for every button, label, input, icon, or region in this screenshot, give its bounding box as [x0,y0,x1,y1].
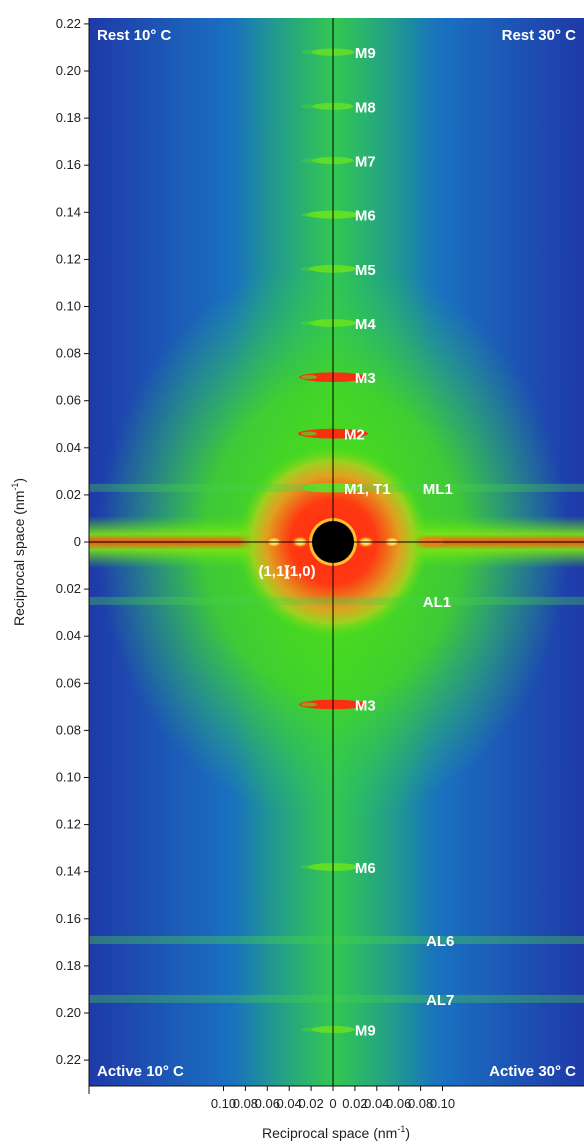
reflection-mark [301,104,317,109]
equatorial-reflection-label: (1,0) [285,563,316,580]
detector-image [89,18,584,1086]
y-tick-label: 0.02 [56,581,81,596]
y-tick-label: 0.04 [56,628,81,643]
layer-line-mark [89,994,584,1003]
layer-line-mark [89,596,584,605]
reflection-label: M1, T1 [344,481,391,498]
x-tick-label: 0.06 [255,1096,280,1111]
reflection-label: M3 [355,370,376,387]
reflection-mark [301,50,317,55]
y-tick-label: 0.06 [56,675,81,690]
reflection-mark [301,212,317,217]
x-tick-label: 0.08 [408,1096,433,1111]
x-axis-title: Reciprocal space (nm-1) [262,1124,410,1141]
quadrant-label-rest-10: Rest 10° C [97,27,172,44]
y-tick-label: 0.18 [56,958,81,973]
reflection-label: AL7 [426,992,454,1009]
reflection-label: M9 [355,1022,376,1039]
reflection-mark [301,158,317,163]
x-tick-label: 0.02 [342,1096,367,1111]
y-tick-label: 0.20 [56,63,81,78]
y-tick-label: 0.10 [56,299,81,314]
y-tick-label: 0.22 [56,1052,81,1067]
reflection-mark [301,1027,317,1032]
y-axis-title: Reciprocal space (nm-1) [10,478,27,626]
reflection-mark [301,375,317,380]
reflection-mark [301,702,317,707]
y-tick-label: 0.20 [56,1005,81,1020]
y-tick-label: 0 [74,534,81,549]
reflection-label: AL1 [423,594,451,611]
reflection-label: M3 [355,697,376,714]
quadrant-label-rest-30: Rest 30° C [502,27,577,44]
y-tick-label: 0.16 [56,157,81,172]
reflection-label: AL6 [426,933,454,950]
y-tick-label: 0.12 [56,251,81,266]
reflection-label: M5 [355,262,376,279]
x-tick-label: 0.04 [277,1096,302,1111]
y-tick-label: 0.08 [56,722,81,737]
reflection-label: M7 [355,153,376,170]
y-tick-label: 0.10 [56,770,81,785]
equatorial-reflection-label: (1,1) [258,563,289,580]
reflection-mark [301,864,317,869]
x-tick-label: 0 [329,1096,336,1111]
y-tick-label: 0.04 [56,440,81,455]
x-tick-label: 0.10 [430,1096,455,1111]
annotation-labels: Rest 10° C Rest 30° C Active 10° C Active 3… [97,27,576,1080]
x-tick-label: 0.04 [364,1096,389,1111]
reflection-label: M8 [355,99,376,116]
y-tick-label: 0.12 [56,817,81,832]
reflection-mark [301,266,317,271]
axes: 0.220.200.180.160.140.120.100.080.060.04… [56,16,584,1111]
y-tick-label: 0.16 [56,911,81,926]
x-tick-label: 0.10 [211,1096,236,1111]
quadrant-label-active-30: Active 30° C [489,1063,576,1080]
y-tick-label: 0.08 [56,346,81,361]
reflection-label: M6 [355,860,376,877]
y-tick-label: 0.14 [56,864,81,879]
x-tick-label: 0.06 [386,1096,411,1111]
y-tick-label: 0.06 [56,393,81,408]
reflection-label: M6 [355,208,376,225]
x-tick-label: 0.02 [298,1096,323,1111]
layer-line-mark [89,935,584,944]
y-tick-label: 0.14 [56,204,81,219]
x-tick-label: 0.08 [233,1096,258,1111]
layer-line-mark [89,483,584,492]
reflection-label: M4 [355,316,376,333]
reflection-label: M2 [344,427,365,444]
reflection-mark [301,485,317,490]
y-tick-label: 0.18 [56,110,81,125]
reflection-label: ML1 [423,481,453,498]
quadrant-label-active-10: Active 10° C [97,1063,184,1080]
y-tick-label: 0.22 [56,16,81,31]
reflection-label: M9 [355,45,376,62]
reflection-mark [301,320,317,325]
reflection-mark [301,431,317,436]
y-tick-label: 0.02 [56,487,81,502]
